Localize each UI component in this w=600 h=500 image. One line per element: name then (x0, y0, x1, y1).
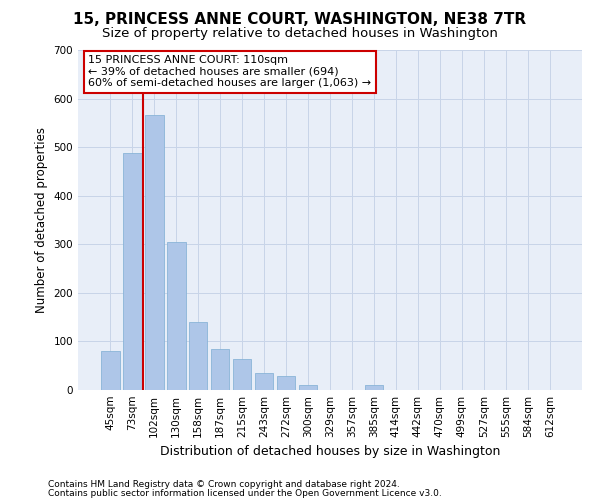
Bar (145, 115, 164, 390)
Text: 15, PRINCESS ANNE COURT, WASHINGTON, NE38 7TR: 15, PRINCESS ANNE COURT, WASHINGTON, NE3… (73, 12, 527, 28)
Bar (365, 385, 383, 390)
Bar (167, 242, 185, 390)
Text: Size of property relative to detached houses in Washington: Size of property relative to detached ho… (102, 28, 498, 40)
Text: 15 PRINCESS ANNE COURT: 110sqm
← 39% of detached houses are smaller (694)
60% of: 15 PRINCESS ANNE COURT: 110sqm ← 39% of … (88, 55, 371, 88)
X-axis label: Distribution of detached houses by size in Washington: Distribution of detached houses by size … (160, 446, 500, 458)
Text: Contains public sector information licensed under the Open Government Licence v3: Contains public sector information licen… (48, 488, 442, 498)
Bar (211, 348, 229, 390)
Bar (255, 373, 274, 390)
Bar (189, 322, 208, 390)
Text: Contains HM Land Registry data © Crown copyright and database right 2024.: Contains HM Land Registry data © Crown c… (48, 480, 400, 489)
Y-axis label: Number of detached properties: Number of detached properties (35, 127, 48, 313)
Bar (299, 385, 317, 390)
Bar (123, 154, 142, 390)
Bar (101, 351, 119, 390)
Bar (233, 360, 251, 390)
Bar (277, 376, 295, 390)
